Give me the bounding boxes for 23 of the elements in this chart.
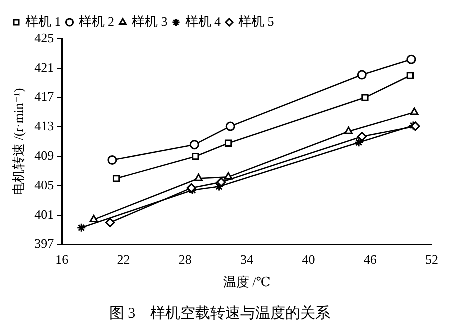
x-tick-label: 46 <box>364 252 378 268</box>
y-tick-label: 425 <box>34 30 54 46</box>
legend-label: 样机 2 <box>78 14 114 29</box>
text: 图 3 样机空载转速与温度的关系 <box>109 304 331 322</box>
y-tick-label: 417 <box>34 89 55 104</box>
x-tick-label: 52 <box>426 252 438 268</box>
y-tick-label: 409 <box>34 148 54 164</box>
x-axis-title: 温度 /℃ <box>223 274 271 290</box>
legend-label: 样机 1 <box>26 14 62 29</box>
x-tick-label: 34 <box>240 252 254 268</box>
legend-label: 样机 3 <box>132 14 168 29</box>
y-tick-label: 401 <box>34 206 54 222</box>
x-tick-label: 22 <box>117 252 130 268</box>
legend-label: 样机 5 <box>238 14 274 29</box>
y-tick-label: 421 <box>34 60 54 75</box>
y-tick-label: 397 <box>34 236 55 252</box>
x-tick-label: 28 <box>178 252 192 268</box>
y-tick-label: 413 <box>34 118 54 134</box>
legend-label: 样机 4 <box>185 14 222 29</box>
y-tick-label: 405 <box>34 177 54 192</box>
x-tick-label: 40 <box>302 252 316 268</box>
y-axis-title: 电机转速 /(r·min⁻¹) <box>11 88 26 196</box>
x-tick-label: 16 <box>56 252 70 268</box>
